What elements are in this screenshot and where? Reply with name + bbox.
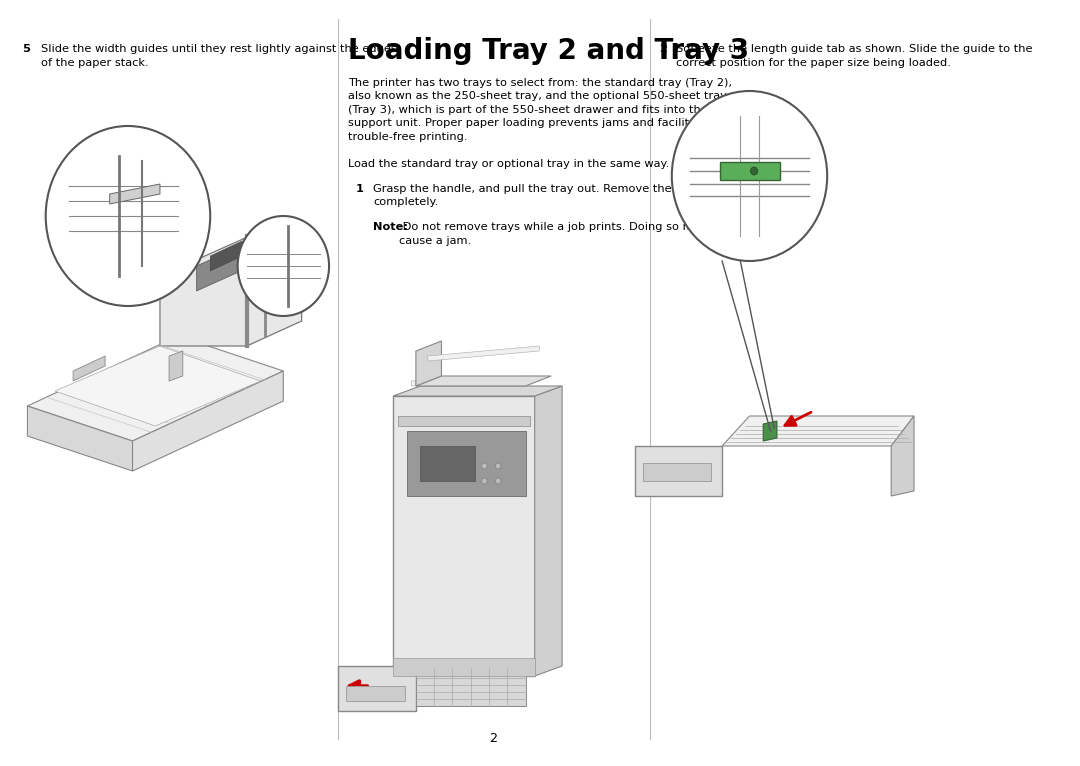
FancyBboxPatch shape <box>346 686 405 701</box>
Polygon shape <box>411 376 526 386</box>
Polygon shape <box>160 221 301 346</box>
Polygon shape <box>73 356 105 381</box>
Text: Loading Tray 2 and Tray 3: Loading Tray 2 and Tray 3 <box>349 37 750 65</box>
Text: The printer has two trays to select from: the standard tray (Tray 2),
also known: The printer has two trays to select from… <box>349 78 732 142</box>
FancyBboxPatch shape <box>635 446 723 496</box>
Circle shape <box>751 167 758 175</box>
Polygon shape <box>197 231 274 291</box>
Text: Load the standard tray or optional tray in the same way.: Load the standard tray or optional tray … <box>349 159 670 169</box>
Text: 2: 2 <box>489 732 498 745</box>
Polygon shape <box>764 421 777 441</box>
Polygon shape <box>397 416 530 426</box>
Circle shape <box>672 91 827 261</box>
Text: Slide the width guides until they rest lightly against the edges
of the paper st: Slide the width guides until they rest l… <box>41 44 397 67</box>
Text: Grasp the handle, and pull the tray out. Remove the tray
completely.: Grasp the handle, and pull the tray out.… <box>374 184 699 207</box>
Circle shape <box>238 216 329 316</box>
Polygon shape <box>723 416 914 446</box>
Text: Squeeze the length guide tab as shown. Slide the guide to the
correct position f: Squeeze the length guide tab as shown. S… <box>676 44 1032 67</box>
Polygon shape <box>393 386 562 396</box>
FancyBboxPatch shape <box>420 446 475 481</box>
FancyBboxPatch shape <box>393 396 535 676</box>
Polygon shape <box>416 341 442 386</box>
Polygon shape <box>535 386 562 676</box>
Polygon shape <box>55 346 260 426</box>
FancyBboxPatch shape <box>393 658 535 676</box>
Polygon shape <box>891 416 914 496</box>
Text: 2: 2 <box>660 44 667 54</box>
Text: 1: 1 <box>355 184 363 194</box>
Text: Note:: Note: <box>374 222 408 232</box>
Polygon shape <box>420 376 540 386</box>
Polygon shape <box>170 351 183 381</box>
Circle shape <box>482 478 487 484</box>
Polygon shape <box>211 241 242 271</box>
FancyBboxPatch shape <box>407 431 526 496</box>
FancyBboxPatch shape <box>720 162 780 180</box>
Polygon shape <box>416 376 532 386</box>
Circle shape <box>45 126 211 306</box>
FancyBboxPatch shape <box>338 666 416 711</box>
Circle shape <box>496 478 501 484</box>
FancyBboxPatch shape <box>416 668 526 706</box>
FancyBboxPatch shape <box>643 463 711 481</box>
Circle shape <box>482 463 487 469</box>
Text: Do not remove trays while a job prints. Doing so may
cause a jam.: Do not remove trays while a job prints. … <box>399 222 707 245</box>
Polygon shape <box>428 346 539 361</box>
Circle shape <box>496 463 501 469</box>
Text: 5: 5 <box>22 44 29 54</box>
Polygon shape <box>416 376 551 386</box>
Polygon shape <box>27 336 283 441</box>
Polygon shape <box>110 184 160 204</box>
Polygon shape <box>27 406 133 471</box>
Polygon shape <box>133 371 283 471</box>
